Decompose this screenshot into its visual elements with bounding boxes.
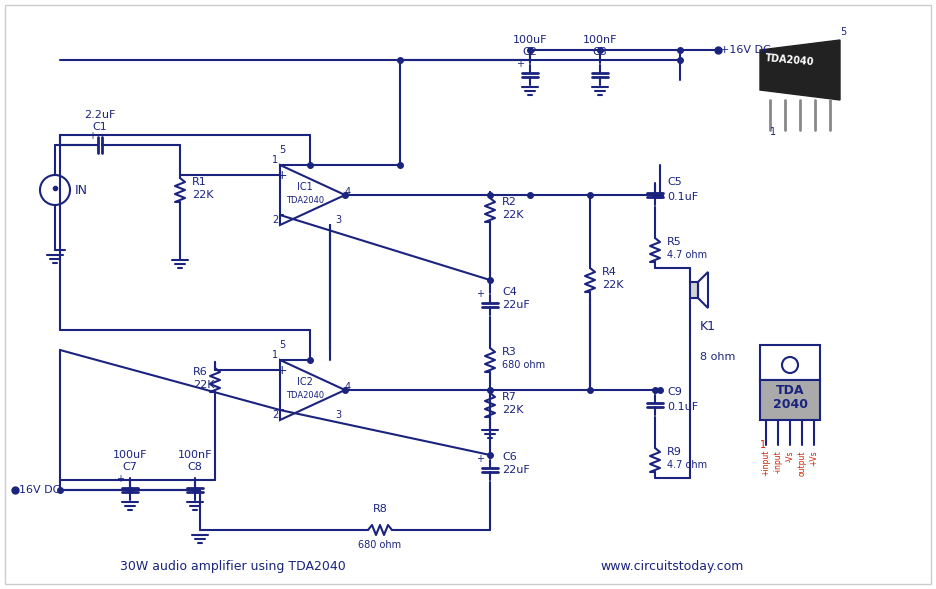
Text: R5: R5 [667, 237, 681, 247]
Text: 2: 2 [271, 215, 278, 225]
Text: -Vs: -Vs [785, 450, 795, 462]
Text: 22K: 22K [602, 280, 623, 290]
Text: 4: 4 [345, 187, 351, 197]
Text: TDA2040: TDA2040 [285, 196, 324, 205]
Text: 5: 5 [279, 340, 285, 350]
Text: 680 ohm: 680 ohm [502, 360, 545, 370]
Text: www.circuitstoday.com: www.circuitstoday.com [600, 560, 743, 573]
Text: C1: C1 [93, 122, 108, 132]
Text: +: + [277, 363, 287, 376]
Text: C8: C8 [187, 462, 202, 472]
Text: +16V DC: +16V DC [720, 45, 770, 55]
Text: 8 ohm: 8 ohm [700, 352, 736, 362]
Text: TDA2040: TDA2040 [765, 53, 815, 67]
Text: 2: 2 [271, 410, 278, 420]
Text: +: + [116, 474, 124, 484]
Text: IN: IN [75, 184, 88, 197]
Text: 100uF: 100uF [513, 35, 548, 45]
Text: +: + [88, 131, 96, 141]
Text: R4: R4 [602, 267, 617, 277]
Text: R1: R1 [192, 177, 207, 187]
Text: +: + [476, 454, 484, 464]
Text: R6: R6 [193, 367, 208, 377]
Text: 22uF: 22uF [502, 300, 530, 310]
Text: IC1: IC1 [297, 182, 313, 192]
Text: C9: C9 [667, 387, 681, 397]
Text: 22K: 22K [502, 405, 523, 415]
Text: TDA: TDA [776, 383, 804, 396]
Text: 4: 4 [345, 382, 351, 392]
Text: 3: 3 [335, 215, 341, 225]
Text: R3: R3 [502, 347, 517, 357]
Text: +Vs: +Vs [810, 450, 818, 466]
Text: +: + [476, 289, 484, 299]
Text: R7: R7 [502, 392, 517, 402]
FancyBboxPatch shape [760, 380, 820, 420]
Text: TDA2040: TDA2040 [285, 391, 324, 400]
Text: 680 ohm: 680 ohm [358, 540, 402, 550]
Text: 1: 1 [272, 350, 278, 360]
Text: 4.7 ohm: 4.7 ohm [667, 250, 707, 260]
Text: K1: K1 [700, 320, 716, 333]
Text: +input: +input [762, 450, 770, 477]
Text: -16V DC: -16V DC [15, 485, 61, 495]
Text: C2: C2 [522, 47, 537, 57]
Text: +: + [516, 59, 524, 69]
Text: +: + [277, 168, 287, 181]
Text: 22K: 22K [193, 380, 214, 390]
Text: 22K: 22K [192, 190, 213, 200]
Text: 0.1uF: 0.1uF [667, 402, 698, 412]
Text: 2.2uF: 2.2uF [84, 110, 116, 120]
Text: R8: R8 [373, 504, 388, 514]
Text: C7: C7 [123, 462, 138, 472]
Text: 100uF: 100uF [112, 450, 147, 460]
Text: 1: 1 [770, 127, 776, 137]
Text: 22uF: 22uF [502, 465, 530, 475]
Text: 30W audio amplifier using TDA2040: 30W audio amplifier using TDA2040 [120, 560, 345, 573]
Text: 5: 5 [279, 145, 285, 155]
Text: R9: R9 [667, 447, 681, 457]
Text: 100nF: 100nF [583, 35, 617, 45]
Text: output: output [797, 450, 807, 475]
Text: -: - [280, 403, 285, 416]
Text: R2: R2 [502, 197, 517, 207]
Text: -: - [280, 209, 285, 221]
Text: 2040: 2040 [772, 399, 808, 412]
Text: 3: 3 [335, 410, 341, 420]
Text: 1: 1 [272, 155, 278, 165]
Text: 4.7 ohm: 4.7 ohm [667, 460, 707, 470]
Text: C6: C6 [502, 452, 517, 462]
Text: C4: C4 [502, 287, 517, 297]
Text: 100nF: 100nF [178, 450, 212, 460]
FancyBboxPatch shape [760, 345, 820, 380]
Text: 0.1uF: 0.1uF [667, 192, 698, 202]
Text: IC2: IC2 [297, 377, 313, 387]
Text: 1: 1 [760, 440, 767, 450]
Text: 22K: 22K [502, 210, 523, 220]
Text: C5: C5 [667, 177, 681, 187]
Text: 5: 5 [840, 27, 846, 37]
Text: -input: -input [773, 450, 782, 473]
Polygon shape [690, 282, 698, 298]
Polygon shape [760, 40, 840, 100]
Text: C3: C3 [592, 47, 607, 57]
